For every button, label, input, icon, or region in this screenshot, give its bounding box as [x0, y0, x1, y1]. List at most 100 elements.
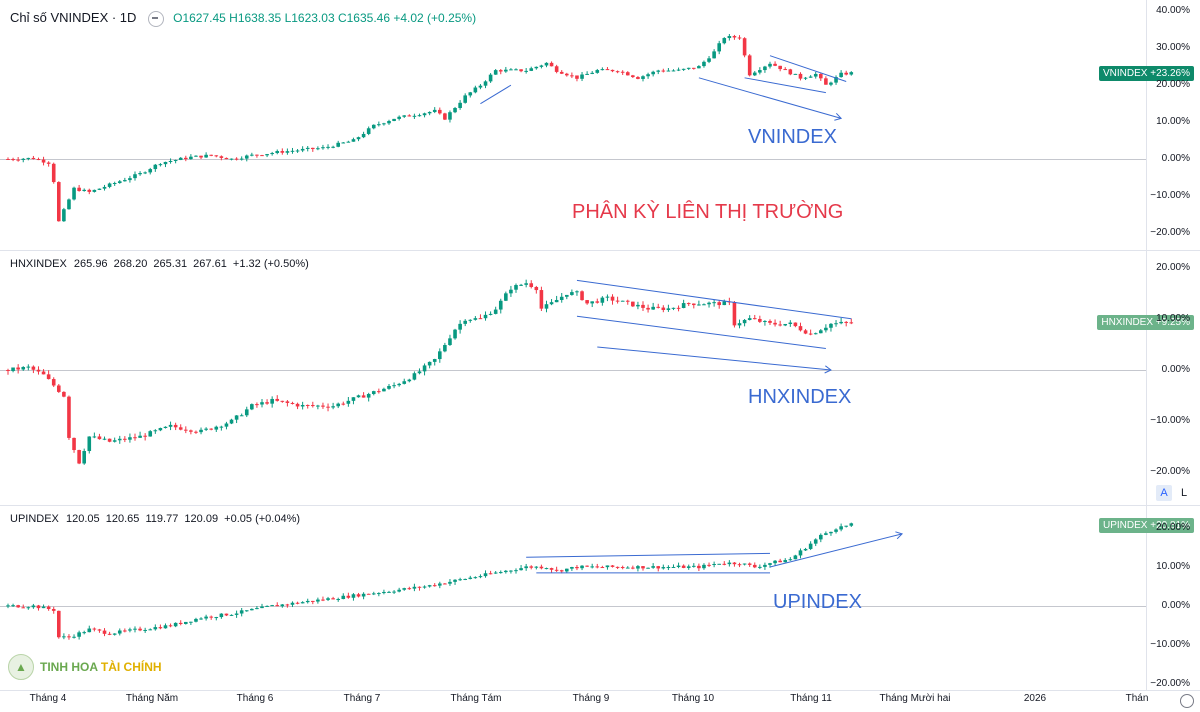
candle-body	[72, 187, 76, 200]
candle-body	[681, 303, 686, 309]
candle-body	[143, 629, 147, 631]
candle-body	[686, 67, 691, 69]
candle-body	[204, 154, 208, 158]
candle-body	[519, 568, 523, 571]
candle-body	[402, 588, 407, 590]
candle-body	[184, 429, 188, 431]
candle-body	[498, 70, 503, 72]
hnxindex-symbol[interactable]: HNXINDEX	[10, 258, 67, 270]
candle-body	[534, 566, 539, 568]
candle-body	[356, 137, 361, 140]
candle-body	[224, 157, 229, 160]
candle-body	[590, 72, 594, 74]
candle-body	[575, 291, 579, 293]
candle-body	[214, 617, 219, 619]
candle-body	[128, 437, 132, 440]
candle-body	[468, 92, 473, 96]
candle-body	[275, 605, 280, 607]
visibility-eye-icon[interactable]	[147, 10, 164, 27]
time-axis-label: Tháng 9	[572, 693, 610, 704]
candle-body	[829, 82, 833, 85]
vnindex-symbol[interactable]: Chỉ số VNINDEX · 1D	[10, 10, 137, 25]
candle-body	[163, 625, 168, 629]
candle-body	[138, 435, 142, 438]
candle-body	[173, 160, 178, 162]
candle-body	[422, 365, 427, 372]
candle-body	[707, 58, 711, 62]
candle-body	[661, 567, 666, 569]
candle-body	[783, 69, 788, 71]
settings-gear-icon[interactable]	[1180, 694, 1194, 708]
candle-body	[681, 565, 686, 568]
candle-body	[585, 73, 589, 75]
candle-body	[321, 405, 325, 407]
candle-body	[692, 303, 696, 306]
vnindex-close: C1635.46	[337, 11, 391, 25]
candle-body	[625, 300, 630, 302]
candle-body	[219, 156, 224, 158]
candle-body	[722, 301, 727, 306]
candle-body	[432, 109, 437, 112]
candle-body	[311, 600, 315, 602]
candle-body	[382, 591, 386, 594]
candle-body	[229, 614, 234, 616]
candle-body	[219, 426, 224, 428]
candle-body	[432, 585, 437, 587]
candle-body	[178, 427, 183, 430]
trendline	[576, 279, 852, 320]
candle-body	[407, 379, 412, 382]
candle-body	[768, 320, 772, 323]
candle-body	[402, 115, 407, 117]
candle-body	[326, 598, 330, 600]
candle-body	[671, 566, 676, 568]
upindex-symbol[interactable]: UPINDEX	[10, 513, 59, 525]
candle-body	[788, 69, 793, 75]
candle-body	[31, 605, 36, 608]
candle-body	[62, 209, 66, 222]
candle-body	[392, 118, 396, 121]
candle-body	[97, 188, 102, 190]
candle-body	[707, 564, 711, 566]
vnindex-high: H1638.35	[229, 11, 282, 25]
candle-body	[570, 75, 574, 77]
candle-body	[21, 367, 26, 370]
candle-body	[620, 71, 625, 73]
candle-body	[153, 627, 158, 630]
candle-body	[625, 72, 630, 76]
candle-body	[504, 293, 508, 301]
log-scale-button[interactable]: L	[1176, 485, 1192, 501]
candle-body	[783, 323, 788, 326]
candle-body	[77, 450, 81, 464]
candle-body	[585, 565, 589, 567]
candle-body	[671, 307, 676, 309]
price-axis-label: 10.00%	[1156, 312, 1190, 324]
candle-body	[773, 560, 777, 564]
candle-body	[463, 578, 467, 580]
candle-body	[493, 70, 498, 75]
candle-body	[112, 182, 117, 184]
candle-body	[214, 426, 219, 430]
candle-body	[194, 155, 198, 157]
candle-body	[488, 573, 493, 575]
candle-body	[575, 75, 579, 79]
candle-body	[534, 66, 539, 69]
candle-body	[260, 402, 264, 405]
candle-body	[803, 548, 808, 551]
candle-body	[488, 313, 493, 315]
candle-body	[178, 157, 183, 161]
auto-scale-button[interactable]: A	[1156, 485, 1172, 501]
brand-logo: ▲ TINH HOA TÀI CHÍNH	[8, 654, 162, 680]
candle-body	[123, 438, 127, 440]
candle-body	[341, 403, 346, 405]
candle-body	[676, 307, 681, 309]
candle-body	[117, 438, 122, 441]
candle-body	[615, 300, 620, 302]
candle-body	[641, 304, 645, 308]
time-axis-label: Tháng Tám	[450, 693, 502, 704]
book-icon: ▲	[8, 654, 34, 680]
candle-body	[26, 366, 31, 368]
candle-body	[778, 324, 782, 326]
candle-body	[697, 66, 701, 69]
candle-body	[57, 385, 61, 392]
